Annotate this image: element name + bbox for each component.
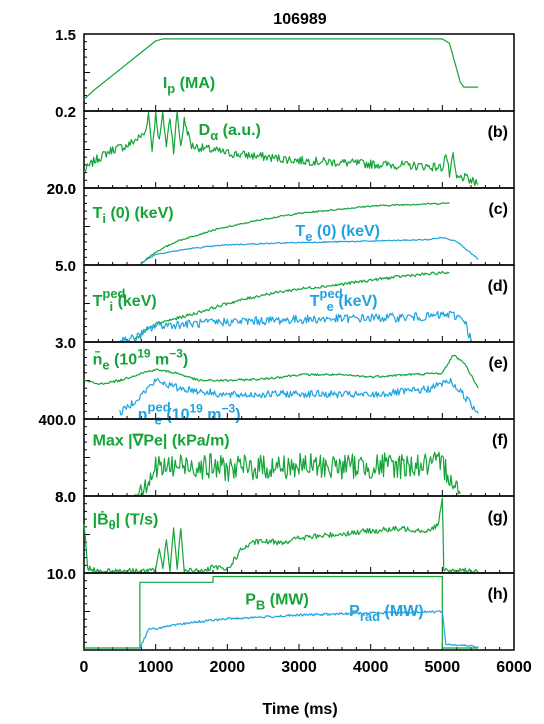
x-tick-label: 6000 (496, 659, 532, 676)
panel-a: 1.5 0.2 Ip (MA) (55, 27, 515, 121)
panel-d: 3.0 (d) Tped i (keV) Tped e (keV) (55, 264, 515, 352)
annotation-d-0: Tped i (keV) (93, 286, 157, 314)
panel-e: 400.0 (e) n̄e (1019 m−3) nped e (1019 m−3) (38, 341, 515, 429)
series-line-h-1 (139, 610, 479, 649)
x-tick-label: 2000 (210, 659, 246, 676)
annotation-d-1: Tped e (keV) (310, 286, 378, 314)
x-tick-label: 0 (80, 659, 89, 676)
series-line-d-0 (133, 270, 450, 341)
panel-h: (h) PB (MW) Prad (MW) (83, 572, 515, 651)
x-tick-label: 5000 (425, 659, 461, 676)
panel-c: 20.0 5.0 (c) Ti (0) (keV) Te (0) (keV) (47, 181, 515, 275)
x-tick-label: 4000 (353, 659, 389, 676)
x-tick-label: 1000 (138, 659, 174, 676)
series-line-e-1 (119, 377, 479, 416)
annotation-a-0: Ip (MA) (163, 75, 215, 96)
annotation-e-1: nped e (1019 m−3) (138, 399, 241, 427)
x-tick-label: 3000 (281, 659, 317, 676)
panel-tag: (c) (488, 201, 508, 218)
panel-frame (83, 495, 515, 574)
annotation-h-0: PB (MW) (245, 591, 309, 612)
panel-tag: (h) (488, 586, 508, 603)
x-axis: 0 1000 2000 3000 4000 5000 6000 (80, 659, 532, 676)
panel-g: 8.0 10.0 (g) |Ḃθ| (T/s) (47, 489, 515, 583)
annotation-b-0: Dα (a.u.) (199, 122, 261, 143)
panel-frame (83, 33, 515, 112)
panel-tag: (f) (492, 432, 508, 449)
panel-f: 8.0 (f) Max |∇Pe| (kPa/m) (55, 418, 515, 506)
panel-b: 20.0 (b) Dα (a.u.) (47, 110, 515, 198)
series-line-a-0 (83, 38, 479, 100)
series-line-d-1 (119, 310, 472, 342)
y-bottom-label: 400.0 (38, 412, 76, 429)
series-line-c-1 (140, 236, 479, 264)
y-top-label: 1.5 (55, 27, 76, 44)
panel-tag: (b) (488, 124, 508, 141)
y-bottom-label: 0.2 (55, 104, 76, 121)
series-line-e-0 (83, 354, 479, 389)
y-bottom-label: 5.0 (55, 258, 76, 275)
chart-title: 106989 (273, 11, 326, 28)
panel-frame (83, 572, 515, 651)
y-bottom-label: 8.0 (55, 489, 76, 506)
y-top-label: 20.0 (47, 181, 76, 198)
series-line-f-0 (134, 451, 461, 496)
annotation-c-0: Ti (0) (keV) (93, 205, 174, 226)
series-line-b-0 (83, 111, 479, 187)
panel-tag: (g) (488, 509, 508, 526)
y-bottom-label: 10.0 (47, 566, 76, 583)
series-line-c-0 (140, 202, 450, 264)
annotation-e-0: n̄e (1019 m−3) (93, 347, 189, 373)
panels: 1.50.2Ip (MA)20.0(b)Dα (a.u.)20.05.0(c)T… (38, 27, 515, 651)
annotation-h-1: Prad (MW) (349, 603, 423, 624)
annotation-c-1: Te (0) (keV) (295, 223, 380, 244)
panel-tag: (e) (488, 355, 508, 372)
y-bottom-label: 3.0 (55, 335, 76, 352)
panel-tag: (d) (488, 278, 508, 295)
annotation-f-0: Max |∇Pe| (kPa/m) (93, 432, 230, 449)
y-top-label: 8.0 (55, 489, 76, 506)
x-axis-label: Time (ms) (262, 701, 337, 718)
y-bottom-label: 20.0 (47, 181, 76, 198)
series-line-h-0 (84, 575, 479, 649)
series-line-g-0 (83, 497, 479, 573)
annotation-g-0: |Ḃθ| (T/s) (93, 510, 159, 532)
